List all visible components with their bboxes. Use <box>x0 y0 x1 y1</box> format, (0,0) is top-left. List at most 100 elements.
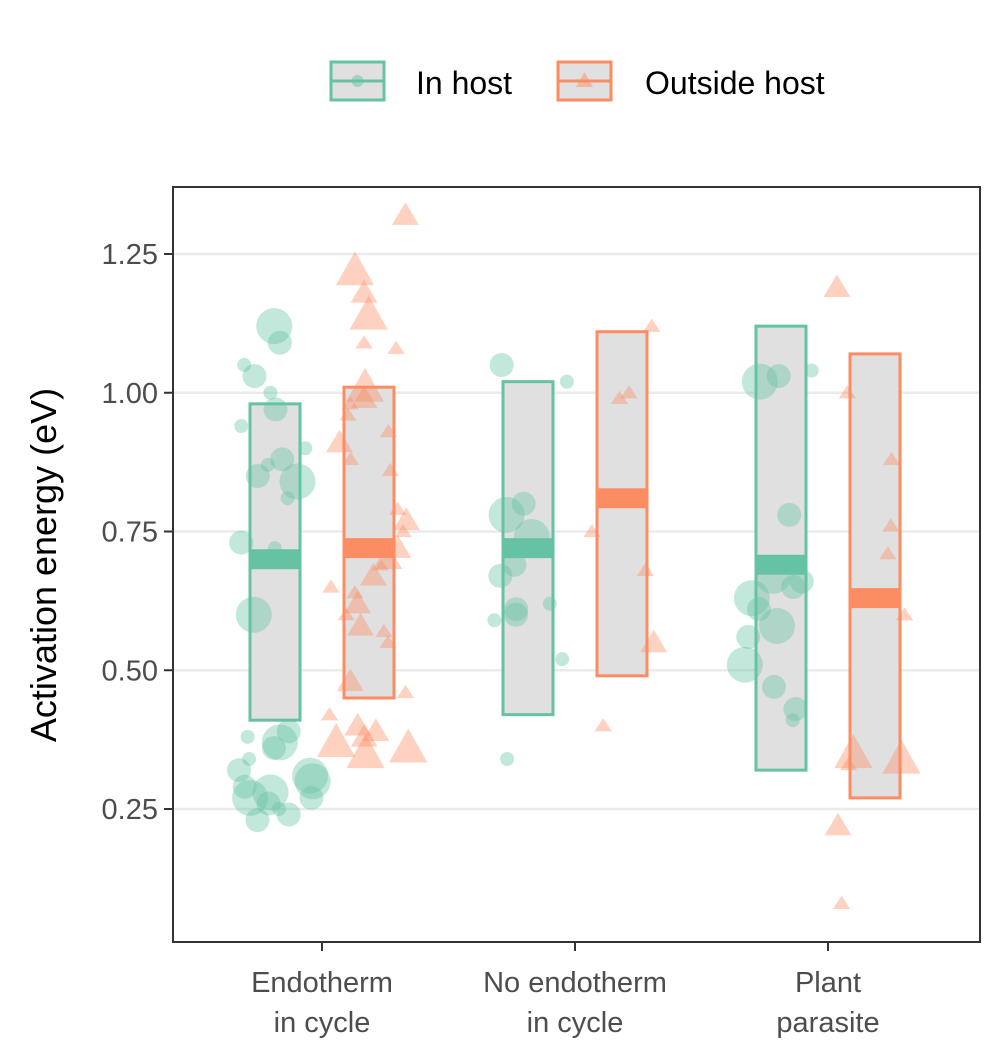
data-point-triangle <box>337 607 355 621</box>
data-point-circle <box>785 713 800 728</box>
data-point-circle <box>502 552 527 577</box>
data-point-circle <box>232 779 269 816</box>
data-point-circle <box>783 697 808 722</box>
data-point-triangle <box>345 367 385 402</box>
data-point-triangle <box>392 202 419 225</box>
data-point-triangle <box>320 707 339 721</box>
data-point-circle <box>263 385 278 400</box>
data-point-triangle <box>381 462 399 477</box>
data-point-circle <box>263 397 288 422</box>
data-point-circle <box>260 457 275 472</box>
legend-key-circle-icon <box>351 75 364 87</box>
data-point-triangle <box>317 722 356 757</box>
data-point-triangle <box>375 546 403 569</box>
data-point-circle <box>542 596 557 611</box>
data-point-triangle <box>839 757 858 771</box>
data-point-circle <box>256 791 281 816</box>
data-point-triangle <box>389 728 428 763</box>
data-point-circle <box>489 353 514 377</box>
data-point-circle <box>513 519 550 556</box>
data-point-circle <box>761 674 786 699</box>
data-point-circle <box>267 541 282 556</box>
data-point-circle <box>234 419 249 434</box>
data-point-circle <box>736 624 761 649</box>
data-point-triangle <box>344 590 371 614</box>
data-point-circle <box>232 774 257 799</box>
data-point-triangle <box>882 451 901 466</box>
data-point-circle <box>488 563 513 588</box>
gridlines <box>173 252 980 811</box>
data-point-triangle <box>344 712 372 736</box>
data-point-triangle <box>832 895 851 910</box>
data-point-circle <box>487 613 502 628</box>
y-tick-label: 0.50 <box>102 655 158 687</box>
plot-panel <box>173 187 980 942</box>
data-point-circle <box>504 602 529 627</box>
x-tick-label: No endotherm in cycle <box>483 967 667 1039</box>
data-point-circle <box>270 447 295 472</box>
data-point-triangle <box>823 274 851 298</box>
plot-border <box>172 186 981 943</box>
data-point-circle <box>755 557 792 594</box>
data-point-circle <box>276 802 301 827</box>
data-point-triangle <box>636 562 655 577</box>
data-point-triangle <box>335 251 375 286</box>
crossbar-box <box>848 352 902 800</box>
data-point-circle <box>500 752 515 767</box>
data-point-triangle <box>610 390 629 404</box>
data-point-circle <box>294 763 331 800</box>
data-point-circle <box>488 496 525 533</box>
data-point-circle <box>746 597 771 622</box>
data-point-circle <box>256 308 293 345</box>
data-point-triangle <box>379 634 397 649</box>
data-point-triangle <box>346 734 385 769</box>
data-point-circle <box>252 774 289 811</box>
data-point-circle <box>781 575 806 599</box>
data-point-circle <box>804 363 819 378</box>
legend-key-triangle-icon <box>576 72 593 87</box>
data-point-triangle <box>384 535 412 558</box>
data-point-triangle <box>882 739 921 774</box>
data-point-circle <box>759 607 796 644</box>
data-point-circle <box>280 491 295 506</box>
data-point-triangle <box>350 723 378 747</box>
data-point-circle <box>733 580 770 617</box>
data-point-triangle <box>375 623 393 638</box>
data-point-circle <box>235 596 272 633</box>
data-point-circle <box>229 530 254 555</box>
data-point-triangle <box>824 812 852 836</box>
data-point-triangle <box>389 501 407 515</box>
data-point-triangle <box>895 607 914 621</box>
data-point-triangle <box>341 396 359 410</box>
x-axis: Endotherm in cycle No endotherm in cycle Pla… <box>251 942 880 1039</box>
data-point-triangle <box>394 523 412 538</box>
y-tick-label: 0.25 <box>102 794 158 826</box>
y-tick-label: 1.25 <box>102 239 158 271</box>
data-point-triangle <box>326 429 353 453</box>
legend: In host Outside host <box>329 60 825 102</box>
data-point-triangle <box>583 523 601 538</box>
data-point-circle <box>555 652 570 667</box>
data-point-circle <box>279 463 316 500</box>
data-point-circle <box>299 785 324 810</box>
legend-label-outside-host: Outside host <box>645 65 825 101</box>
data-point-triangle <box>350 279 378 303</box>
data-point-circle <box>789 569 814 594</box>
data-point-circle <box>267 330 292 355</box>
data-point-circle <box>261 724 298 761</box>
x-tick-label: Plant parasite <box>776 967 879 1039</box>
data-point-circle <box>559 374 574 389</box>
data-point-circle <box>242 752 257 767</box>
crossbar-box <box>754 324 808 772</box>
data-point-triangle <box>371 557 389 571</box>
y-axis: 0.25 0.50 0.75 1.00 1.25 <box>102 239 173 826</box>
data-point-circle <box>726 646 763 683</box>
data-point-triangle <box>336 668 364 692</box>
data-point-triangle <box>838 385 857 399</box>
data-point-circle <box>227 758 252 783</box>
data-point-triangle <box>879 546 897 560</box>
y-tick-label: 0.75 <box>102 517 158 549</box>
data-point-triangle <box>347 612 374 636</box>
x-tick-label: Endotherm in cycle <box>251 967 393 1039</box>
